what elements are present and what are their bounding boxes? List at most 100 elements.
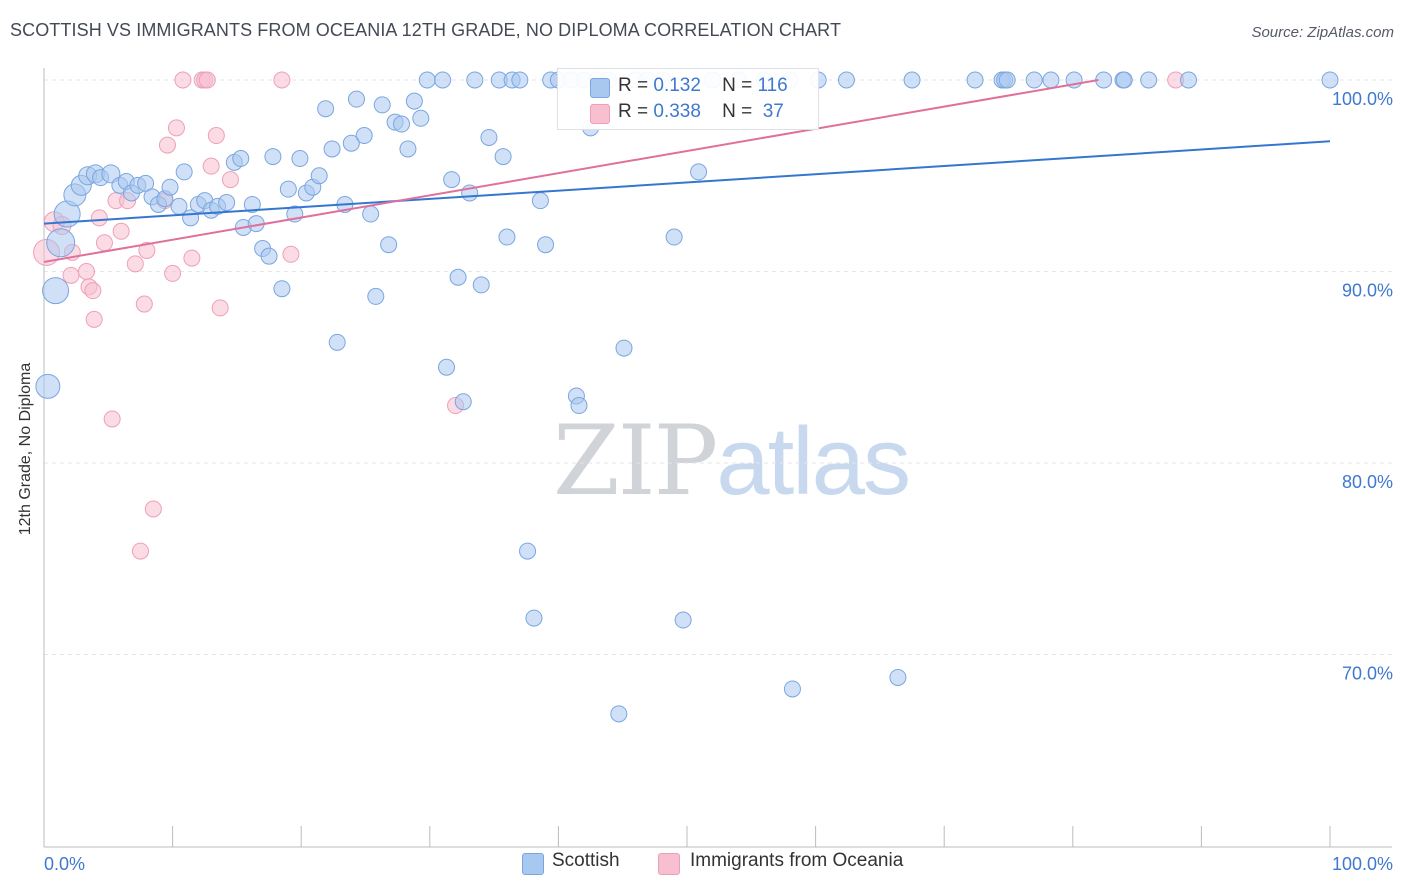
- scottish-point: [610, 705, 628, 723]
- scottish-point: [355, 127, 373, 145]
- legend-n-value: 116: [757, 75, 788, 96]
- oceania-point: [144, 500, 162, 518]
- scottish-point: [466, 71, 484, 89]
- legend-n-label: N =: [722, 75, 753, 96]
- scottish-point: [454, 393, 472, 411]
- legend-r-value: 0.132: [653, 75, 701, 96]
- y-axis-label-wrap: 12th Grade, No Diploma: [6, 300, 46, 600]
- scottish-point: [264, 148, 282, 166]
- scottish-point: [46, 228, 76, 258]
- scottish-point: [434, 71, 452, 89]
- legend-n-label: N =: [722, 101, 753, 122]
- legend-row-oceania: R = 0.338 N = 37: [590, 101, 784, 127]
- bottom-legend-label: Immigrants from Oceania: [690, 850, 904, 871]
- scottish-point: [323, 140, 341, 158]
- scottish-point: [1180, 71, 1198, 89]
- scottish-point: [472, 276, 490, 294]
- scottish-point: [260, 247, 278, 265]
- bottom-legend-swatch-oceania: [658, 853, 680, 875]
- oceania-point: [135, 295, 153, 313]
- oceania-point: [126, 255, 144, 273]
- scottish-point: [525, 609, 543, 627]
- tick-labels: 70.0% 80.0% 90.0% 100.0% 0.0% 100.0%: [44, 89, 1393, 874]
- oceania-point: [221, 171, 239, 189]
- scottish-point: [35, 373, 61, 399]
- series-oceania-points: [33, 71, 1185, 560]
- scottish-point: [570, 397, 588, 415]
- oceania-point: [131, 542, 149, 560]
- scottish-point: [511, 71, 529, 89]
- scottish-point: [405, 92, 423, 110]
- chart-source: Source: ZipAtlas.com: [1251, 24, 1394, 41]
- oceania-point: [112, 222, 130, 240]
- oceania-point: [167, 119, 185, 137]
- scottish-point: [161, 178, 179, 196]
- grid-lines: [44, 79, 1392, 655]
- oceania-point: [95, 234, 113, 252]
- x-tick-label: 0.0%: [44, 854, 85, 874]
- y-axis-label: 12th Grade, No Diploma: [17, 362, 34, 536]
- scottish-point: [1115, 71, 1133, 89]
- trend-line-oceania: [43, 79, 1099, 263]
- oceania-point: [77, 263, 95, 280]
- scottish-point: [362, 205, 380, 223]
- series-scottish-points: [35, 71, 1339, 723]
- axes: [43, 68, 1392, 848]
- oceania-point: [164, 264, 182, 282]
- scottish-point: [531, 192, 549, 210]
- oceania-point: [158, 136, 176, 154]
- legend-r-label: R =: [618, 75, 649, 96]
- scottish-point: [347, 90, 365, 108]
- scottish-point: [665, 228, 683, 246]
- watermark-zip: ZIP: [553, 405, 718, 517]
- scottish-point: [494, 148, 512, 166]
- oceania-point: [273, 71, 291, 89]
- trend-line-scottish: [43, 140, 1331, 225]
- watermark: ZIPatlas: [553, 405, 911, 517]
- y-tick-label: 70.0%: [1342, 664, 1393, 684]
- oceania-point: [62, 266, 80, 284]
- scottish-point: [903, 71, 921, 89]
- y-tick-label: 80.0%: [1342, 472, 1393, 492]
- scottish-point: [615, 339, 633, 357]
- scottish-point: [342, 134, 360, 152]
- scottish-point: [232, 150, 250, 168]
- scottish-point: [279, 180, 297, 198]
- oceania-point: [183, 249, 201, 267]
- scottish-point: [674, 611, 692, 629]
- legend-swatch-scottish: [590, 78, 610, 98]
- bottom-legend-swatch-scottish: [522, 853, 544, 875]
- oceania-point: [138, 241, 156, 259]
- oceania-point: [85, 310, 103, 328]
- scottish-point: [175, 163, 193, 181]
- scottish-point: [1025, 71, 1043, 89]
- scottish-point: [1321, 71, 1339, 89]
- scottish-point: [243, 195, 261, 213]
- bottom-legend-scottish: Scottish: [522, 850, 620, 875]
- scottish-point: [837, 71, 855, 89]
- scottish-point: [889, 668, 907, 686]
- legend-r-value: 0.338: [653, 101, 701, 122]
- scottish-point: [519, 542, 537, 560]
- oceania-point: [103, 410, 121, 428]
- scottish-point: [966, 71, 984, 89]
- bottom-legend-label: Scottish: [552, 850, 620, 871]
- legend-r-label: R =: [618, 101, 649, 122]
- scottish-point: [412, 109, 430, 127]
- scottish-point: [537, 236, 555, 254]
- scottish-point: [690, 163, 708, 181]
- scottish-point: [1140, 71, 1158, 89]
- bottom-legend-oceania: Immigrants from Oceania: [658, 850, 904, 875]
- scottish-point: [418, 71, 436, 89]
- scottish-point: [367, 287, 385, 305]
- scottish-point: [1042, 71, 1060, 89]
- bottom-legend: Scottish Immigrants from Oceania: [0, 850, 1406, 880]
- scottish-point: [291, 150, 309, 168]
- scottish-point: [310, 167, 328, 185]
- chart-title: SCOTTISH VS IMMIGRANTS FROM OCEANIA 12TH…: [10, 20, 842, 40]
- scottish-point: [42, 277, 70, 305]
- oceania-point: [90, 209, 108, 227]
- legend-row-scottish: R = 0.132 N = 116: [590, 75, 788, 101]
- scottish-point: [480, 128, 498, 146]
